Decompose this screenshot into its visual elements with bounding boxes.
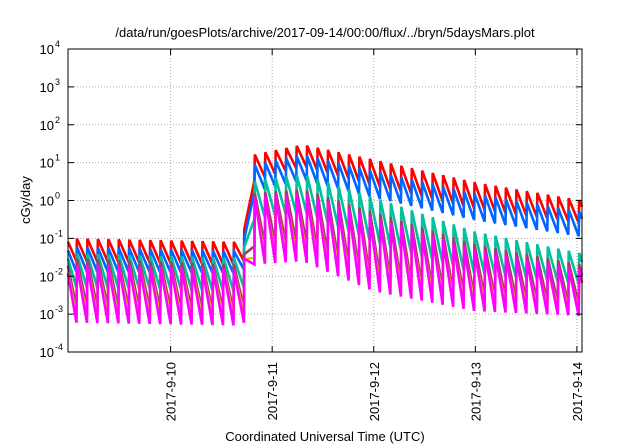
y-tick-label: 10 [40, 156, 54, 171]
y-tick-label: 10 [40, 345, 54, 360]
y-axis-label: cGy/day [18, 176, 33, 224]
y-tick-exponent: -4 [55, 342, 63, 352]
y-tick-exponent: 1 [55, 153, 60, 163]
x-tick-label: 2017-9-12 [367, 362, 382, 421]
y-tick-exponent: -3 [55, 304, 63, 314]
y-tick-label: 10 [40, 231, 54, 246]
y-tick-label: 10 [40, 307, 54, 322]
y-tick-exponent: 3 [55, 77, 60, 87]
y-tick-label: 10 [40, 194, 54, 209]
y-tick-label: 10 [40, 269, 54, 284]
x-tick-label: 2017-9-10 [164, 362, 179, 421]
chart-title: /data/run/goesPlots/archive/2017-09-14/0… [115, 25, 535, 40]
series-line-6 [66, 194, 584, 326]
y-tick-exponent: -2 [55, 266, 63, 276]
series-group [66, 145, 584, 326]
x-tick-label: 2017-9-11 [265, 362, 280, 420]
x-axis-label: Coordinated Universal Time (UTC) [225, 429, 424, 444]
y-tick-label: 10 [40, 42, 54, 57]
x-tick-label: 2017-9-14 [570, 362, 585, 421]
series-line-2 [66, 155, 584, 275]
y-tick-exponent: -1 [55, 228, 63, 238]
x-tick-label: 2017-9-13 [468, 362, 483, 421]
y-tick-exponent: 0 [55, 191, 60, 201]
y-tick-label: 10 [40, 80, 54, 95]
y-tick-exponent: 2 [55, 115, 60, 125]
y-tick-exponent: 4 [55, 39, 60, 49]
y-tick-label: 10 [40, 118, 54, 133]
